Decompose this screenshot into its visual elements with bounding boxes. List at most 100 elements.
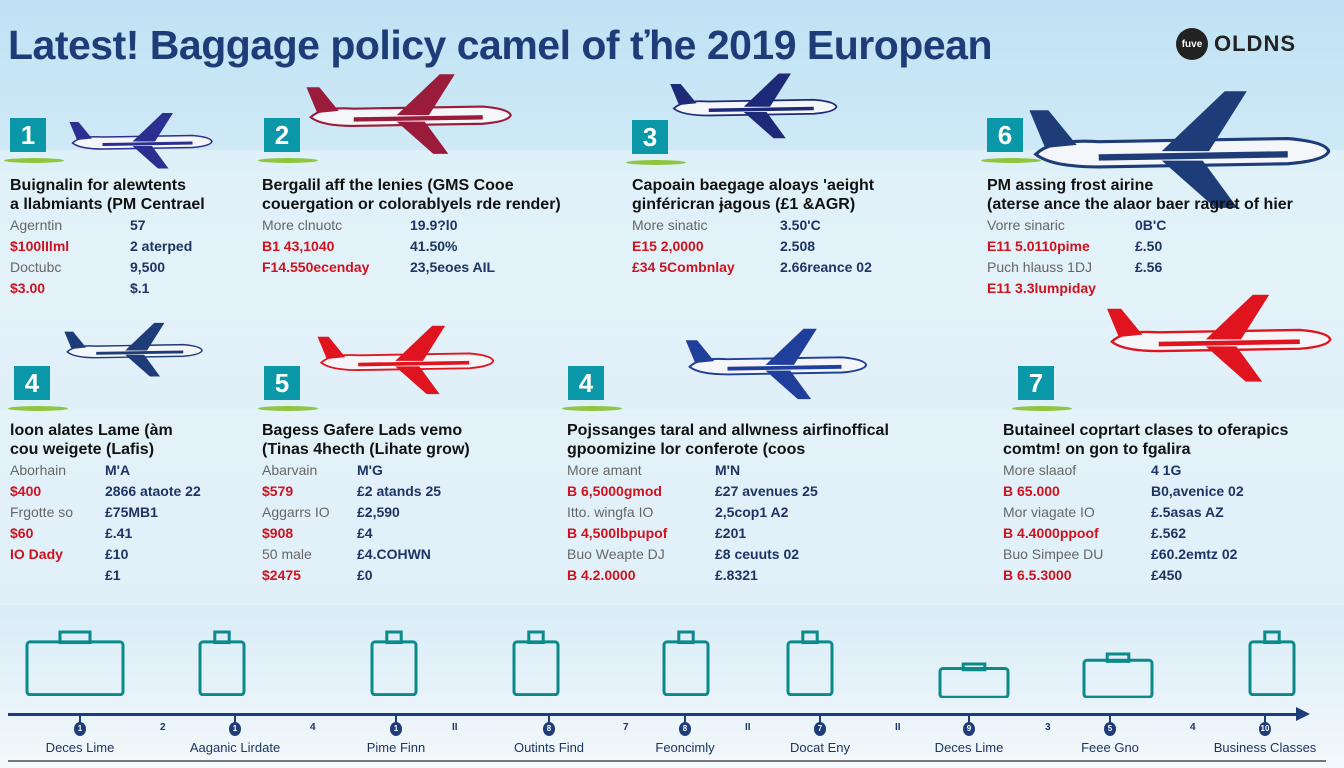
card-row: B 6.5.3000 £450 bbox=[1003, 565, 1244, 586]
card-title-line: comtm! on gon to fgalira bbox=[1003, 441, 1191, 458]
step-number: 7 bbox=[1018, 366, 1054, 400]
backpack-icon bbox=[370, 630, 418, 701]
card-title-line: Buignalin for alewtents bbox=[10, 177, 187, 194]
timeline-node[interactable]: 8 bbox=[679, 722, 691, 736]
timeline-tick: 2 bbox=[160, 722, 166, 733]
row-value: 2,5cop1 A2 bbox=[715, 504, 789, 520]
row-value: M'G bbox=[357, 462, 383, 478]
card-row: Doctubc 9,500 bbox=[10, 257, 192, 278]
card-title: Butaineel coprtart clases to oferapics co… bbox=[1003, 421, 1288, 459]
row-value: £2 atands 25 bbox=[357, 483, 442, 499]
timeline-stem bbox=[548, 714, 550, 723]
brand-logo: fuve OLDNS bbox=[1176, 28, 1296, 60]
card-row: Frgotte so £75MB1 bbox=[10, 502, 201, 523]
card-rows: More amant M'N B 6,5000gmod £27 avenues 25 I… bbox=[567, 460, 818, 586]
luggage-icon bbox=[198, 630, 246, 701]
timeline-tick: II bbox=[452, 722, 458, 733]
row-value: £10 bbox=[105, 546, 129, 562]
row-label: $2475 bbox=[262, 567, 301, 583]
row-value: £.8321 bbox=[715, 567, 758, 583]
timeline-tick: 3 bbox=[1045, 722, 1051, 733]
timeline-node[interactable]: 5 bbox=[1104, 722, 1116, 736]
icon-row bbox=[0, 622, 1344, 702]
card-row: Puch hlauss 1DJ £.56 bbox=[987, 257, 1166, 278]
card-row: 50 male £4.COHWN bbox=[262, 544, 441, 565]
timeline-node[interactable]: 1 bbox=[229, 722, 241, 736]
step-number: 6 bbox=[987, 118, 1023, 152]
row-value: 4 1G bbox=[1151, 462, 1182, 478]
row-value: 57 bbox=[130, 217, 146, 233]
timeline-stem bbox=[819, 714, 821, 723]
row-value: B0,avenice 02 bbox=[1151, 483, 1244, 499]
card-title-line: Capoain baegage aloays 'aeight bbox=[632, 177, 875, 194]
row-label: Itto. wingfa IO bbox=[567, 504, 654, 520]
card-row: $908 £4 bbox=[262, 523, 441, 544]
swoosh bbox=[258, 158, 318, 163]
card-title: Bagess Gafere Lads vemo (Tinas 4hecth (Li… bbox=[262, 421, 470, 459]
timeline-node[interactable]: 7 bbox=[814, 722, 826, 736]
timeline-node[interactable]: 1 bbox=[390, 722, 402, 736]
row-value: £0 bbox=[357, 567, 373, 583]
row-label: Doctubc bbox=[10, 259, 62, 275]
timeline-node[interactable]: 1 bbox=[74, 722, 86, 736]
card-title-line: ginféricran ɉagous (£1 &AGR) bbox=[632, 196, 856, 213]
row-label: E11 3.3lumpiday bbox=[987, 280, 1096, 296]
row-label bbox=[10, 565, 105, 586]
row-label: Abarvain bbox=[262, 462, 318, 478]
timeline-label: Feoncimly bbox=[655, 740, 715, 755]
row-label: B1 43,1040 bbox=[262, 238, 335, 254]
timeline-stem bbox=[1264, 714, 1266, 723]
row-label: B 65.000 bbox=[1003, 483, 1060, 499]
row-label: E11 5.0110pime bbox=[987, 238, 1090, 254]
row-label: $908 bbox=[262, 525, 294, 541]
card-row: $2475 £0 bbox=[262, 565, 441, 586]
card-row: Buo Simpee DU £60.2emtz 02 bbox=[1003, 544, 1244, 565]
card-row: Aggarrs IO £2,590 bbox=[262, 502, 441, 523]
row-label: $579 bbox=[262, 483, 294, 499]
card-row: Itto. wingfa IO 2,5cop1 A2 bbox=[567, 502, 818, 523]
row-value: £1 bbox=[105, 567, 121, 583]
row-value: 2.66reance 02 bbox=[780, 259, 872, 275]
page-title: Latest! Baggage policy camel of ťhe 2019… bbox=[8, 22, 993, 68]
step-number: 4 bbox=[14, 366, 50, 400]
arrow-icon bbox=[1296, 707, 1310, 721]
row-label: Aborhain bbox=[10, 462, 67, 478]
row-value: 3.50'C bbox=[780, 217, 821, 233]
card-rows: More sinatic 3.50'C E15 2,0000 2.508 £34 5Co… bbox=[632, 215, 872, 278]
swoosh bbox=[562, 406, 622, 411]
row-label: Buo Weapte DJ bbox=[567, 546, 665, 562]
card-row: More amant M'N bbox=[567, 460, 818, 481]
card-row: More sinatic 3.50'C bbox=[632, 215, 872, 236]
card-row: IO Dady £10 bbox=[10, 544, 201, 565]
row-value: £75MB1 bbox=[105, 504, 158, 520]
card-rows: Abarvain M'G $579 £2 atands 25 Aggarrs IO £2,… bbox=[262, 460, 441, 586]
card-title-line: Pojssanges taral and allwness airfinoffi… bbox=[567, 422, 889, 439]
timeline-node[interactable]: 10 bbox=[1259, 722, 1271, 736]
timeline-tick: 4 bbox=[1190, 722, 1196, 733]
row-value: £8 ceuuts 02 bbox=[715, 546, 800, 562]
card-row: B 6,5000gmod £27 avenues 25 bbox=[567, 481, 818, 502]
row-value: 0B'C bbox=[1135, 217, 1167, 233]
suitcase-icon bbox=[25, 630, 125, 701]
airplane-icon bbox=[64, 322, 203, 377]
card-title: loon alates Lame (àm cou weigete (Lafis) bbox=[10, 421, 173, 459]
bag-icon bbox=[1248, 630, 1296, 701]
cart-icon bbox=[1082, 652, 1154, 703]
timeline-stem bbox=[1109, 714, 1111, 723]
card-row: $100lIlml 2 aterped bbox=[10, 236, 192, 257]
card-rows: Vorre sinaric 0B'C E11 5.0110pime £.50 Puch … bbox=[987, 215, 1166, 299]
row-value: 19.9?l0 bbox=[410, 217, 458, 233]
timeline-node[interactable]: 9 bbox=[963, 722, 975, 736]
row-label: Buo Simpee DU bbox=[1003, 546, 1104, 562]
swoosh bbox=[1012, 406, 1072, 411]
scale-icon bbox=[512, 630, 560, 701]
card-title-line: gpoomizine lor conferote (coos bbox=[567, 441, 806, 458]
card-row: E11 5.0110pime £.50 bbox=[987, 236, 1166, 257]
card-title-line: cou weigete (Lafis) bbox=[10, 441, 155, 458]
card-row: Buo Weapte DJ £8 ceuuts 02 bbox=[567, 544, 818, 565]
card-row: B 4,500lbpupof £201 bbox=[567, 523, 818, 544]
timeline-stem bbox=[395, 714, 397, 723]
timeline-node[interactable]: 8 bbox=[543, 722, 555, 736]
step-number: 1 bbox=[10, 118, 46, 152]
card-title-line: Bergalil aff the lenies (GMS Cooe bbox=[262, 177, 514, 194]
